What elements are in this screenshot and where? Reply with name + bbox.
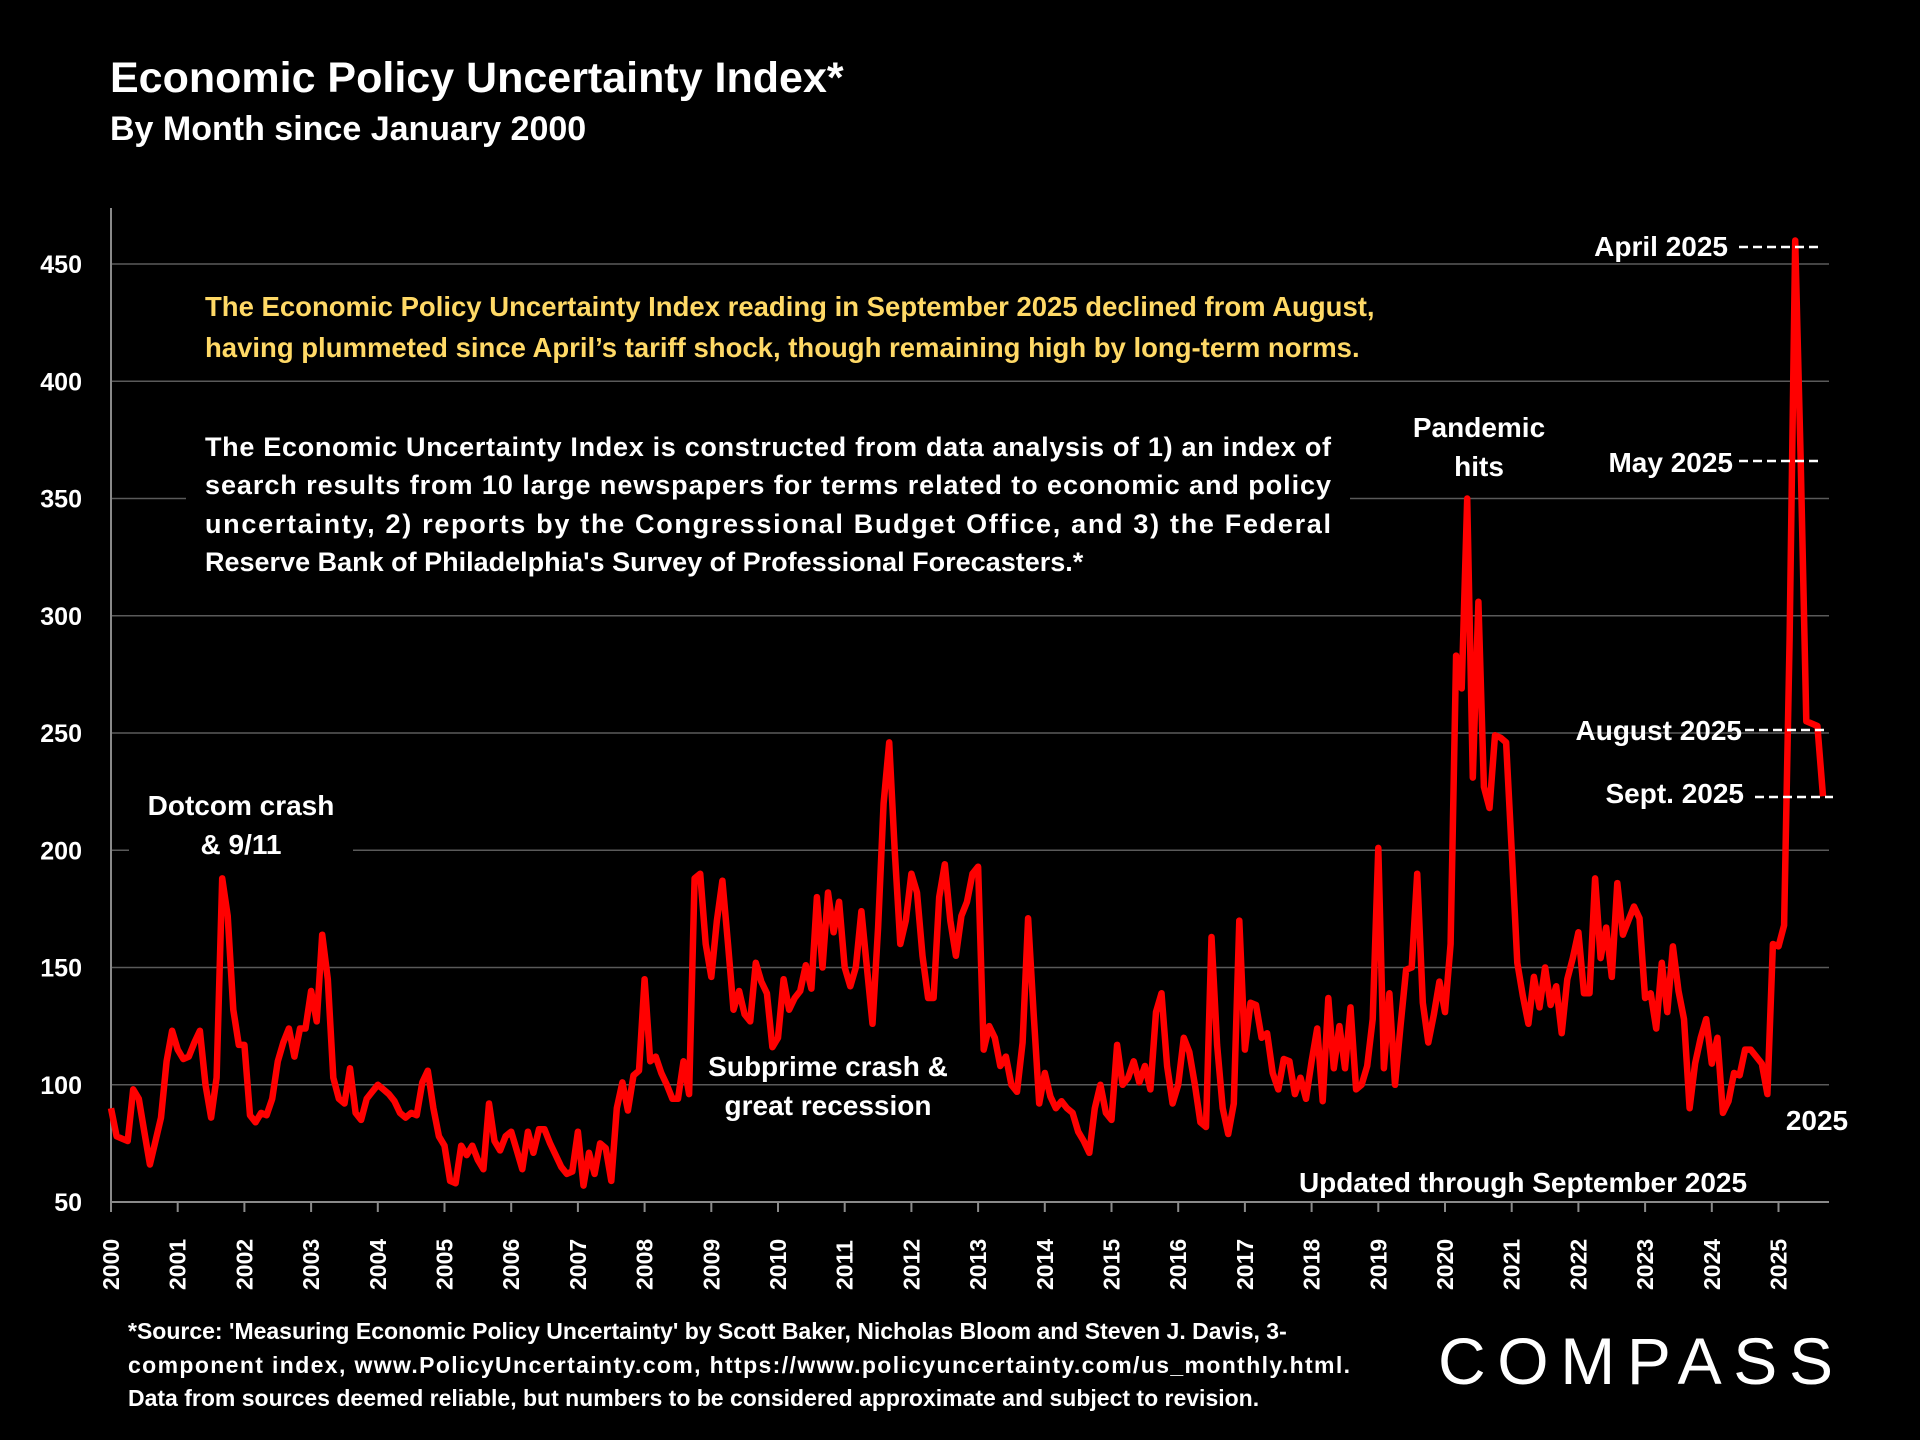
annotation-text: hits (1454, 451, 1504, 482)
x-tick-label: 2001 (165, 1239, 191, 1290)
x-tick-label: 2000 (98, 1239, 124, 1290)
annotation-subprime: Subprime crash & great recession (708, 1051, 948, 1121)
annotation-text: May 2025 (1608, 447, 1733, 478)
x-tick-label: 2017 (1232, 1239, 1258, 1290)
annotation-text: April 2025 (1594, 231, 1728, 262)
annotation-may-2025: May 2025 (1608, 447, 1819, 478)
x-tick-label: 2018 (1299, 1239, 1325, 1290)
y-tick-label: 200 (40, 837, 82, 865)
x-tick-label: 2023 (1632, 1239, 1658, 1290)
description-line: search results from 10 large newspapers … (205, 470, 1331, 500)
footnote-line: component index, www.PolicyUncertainty.c… (128, 1352, 1350, 1378)
y-tick-label: 350 (40, 486, 82, 514)
annotation-text: great recession (725, 1090, 932, 1121)
x-tick-label: 2010 (765, 1239, 791, 1290)
x-tick-label: 2013 (965, 1239, 991, 1290)
y-tick-label: 50 (54, 1189, 82, 1217)
x-tick-label: 2004 (365, 1239, 391, 1290)
annotation-text: Sept. 2025 (1605, 778, 1744, 809)
x-tick-label: 2020 (1432, 1239, 1458, 1290)
series-line (107, 237, 1827, 1189)
chart-subtitle: By Month since January 2000 (110, 110, 586, 148)
footnote: *Source: 'Measuring Economic Policy Unce… (128, 1318, 1350, 1411)
annotation-text: Pandemic (1413, 412, 1545, 443)
x-tick-label: 2008 (632, 1239, 658, 1290)
highlight-text: The Economic Policy Uncertainty Index re… (205, 291, 1375, 363)
footnote-line: *Source: 'Measuring Economic Policy Unce… (128, 1318, 1287, 1344)
x-tick-label: 2015 (1099, 1239, 1125, 1290)
description-line: The Economic Uncertainty Index is constr… (205, 432, 1332, 462)
y-tick-label: 150 (40, 955, 82, 983)
annotation-august-2025: August 2025 (1576, 715, 1825, 746)
x-tick-label: 2025 (1766, 1239, 1792, 1290)
description-line: Reserve Bank of Philadelphia's Survey of… (205, 547, 1084, 577)
footnote-line: Data from sources deemed reliable, but n… (128, 1385, 1259, 1411)
description-text: The Economic Uncertainty Index is constr… (205, 432, 1332, 577)
y-tick-label: 400 (40, 368, 82, 396)
compass-logo: COMPASS (1438, 1324, 1842, 1398)
annotation-april-2025: April 2025 (1594, 231, 1819, 262)
y-tick-label: 100 (40, 1072, 82, 1100)
x-tick-label: 2011 (832, 1240, 858, 1290)
annotation-pandemic: Pandemic hits (1413, 412, 1545, 482)
x-tick-label: 2014 (1032, 1239, 1058, 1290)
x-tick-label: 2007 (565, 1239, 591, 1290)
x-tick-label: 2009 (698, 1239, 724, 1290)
annotation-text: August 2025 (1576, 715, 1743, 746)
y-tick-label: 250 (40, 720, 82, 748)
annotation-sept-2025: Sept. 2025 (1605, 778, 1833, 809)
annotation-dotcom: Dotcom crash & 9/11 (148, 790, 335, 860)
x-tick-label: 2002 (231, 1239, 257, 1290)
description-background (186, 416, 1350, 582)
x-tick-label: 2005 (432, 1239, 458, 1290)
x-tick-label: 2016 (1165, 1239, 1191, 1290)
y-tick-label: 300 (40, 603, 82, 631)
dotcom-label-background (129, 784, 353, 864)
x-axis-ticks: 2000 2001 2002 2003 2004 2005 2006 2007 2008 2009… (98, 1202, 1792, 1290)
chart-title: Economic Policy Uncertainty Index* (110, 54, 844, 102)
x-tick-label: 2022 (1565, 1239, 1591, 1290)
highlight-line: The Economic Policy Uncertainty Index re… (205, 291, 1375, 322)
x-tick-label: 2021 (1499, 1239, 1525, 1290)
annotation-text: Subprime crash & (708, 1051, 948, 1082)
annotation-text: Dotcom crash (148, 790, 335, 821)
y-tick-label: 450 (40, 251, 82, 279)
y-axis-ticks: 50 100 150 200 250 300 350 400 450 (40, 251, 82, 1217)
x-tick-label: 2003 (298, 1239, 324, 1290)
x-tick-label: 2019 (1365, 1239, 1391, 1290)
x-tick-label: 2024 (1699, 1239, 1725, 1290)
updated-note: Updated through September 2025 (1299, 1167, 1747, 1198)
highlight-line: having plummeted since April’s tariff sh… (205, 332, 1360, 363)
description-line: uncertainty, 2) reports by the Congressi… (205, 509, 1331, 539)
x-tick-label: 2006 (498, 1239, 524, 1290)
annotation-2025: 2025 (1786, 1105, 1848, 1136)
annotation-text: & 9/11 (201, 829, 282, 860)
x-tick-label: 2012 (898, 1239, 924, 1290)
